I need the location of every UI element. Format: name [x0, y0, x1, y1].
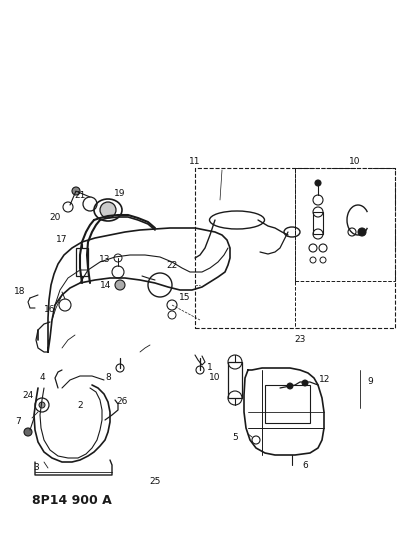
- Text: 19: 19: [114, 189, 126, 198]
- Circle shape: [358, 228, 366, 236]
- Circle shape: [39, 402, 45, 408]
- Text: 23: 23: [294, 335, 306, 344]
- Text: 7: 7: [15, 417, 21, 426]
- Circle shape: [24, 428, 32, 436]
- Text: 8P14 900 A: 8P14 900 A: [32, 494, 112, 506]
- Text: 17: 17: [56, 236, 68, 245]
- Text: 18: 18: [14, 287, 26, 296]
- Text: 26: 26: [116, 398, 128, 407]
- Bar: [195, 168, 395, 328]
- Circle shape: [115, 280, 125, 290]
- Text: 13: 13: [99, 255, 111, 264]
- Text: 4: 4: [39, 374, 45, 383]
- Text: 10: 10: [209, 374, 221, 383]
- Text: 22: 22: [166, 261, 177, 270]
- Text: 2: 2: [77, 400, 83, 409]
- Bar: [228, 362, 242, 398]
- Text: 12: 12: [319, 376, 330, 384]
- Text: 9: 9: [367, 377, 373, 386]
- Text: 16: 16: [44, 305, 56, 314]
- Circle shape: [287, 383, 293, 389]
- Bar: [295, 168, 395, 281]
- Text: 6: 6: [302, 461, 308, 470]
- Bar: [76, 248, 88, 276]
- Text: 15: 15: [179, 294, 191, 303]
- Circle shape: [100, 202, 116, 218]
- Text: 11: 11: [189, 157, 201, 166]
- Text: 3: 3: [33, 464, 39, 472]
- Text: 10: 10: [349, 157, 361, 166]
- Text: 8: 8: [105, 374, 111, 383]
- Text: 5: 5: [232, 433, 238, 442]
- Text: 21: 21: [74, 191, 86, 200]
- Text: 1: 1: [207, 364, 213, 373]
- Text: 24: 24: [22, 392, 34, 400]
- Bar: [265, 385, 310, 423]
- Circle shape: [302, 380, 308, 386]
- Bar: [313, 212, 323, 234]
- Circle shape: [315, 180, 321, 186]
- Circle shape: [72, 187, 80, 195]
- Text: 25: 25: [149, 478, 161, 487]
- Text: 20: 20: [49, 214, 61, 222]
- Text: 14: 14: [100, 280, 112, 289]
